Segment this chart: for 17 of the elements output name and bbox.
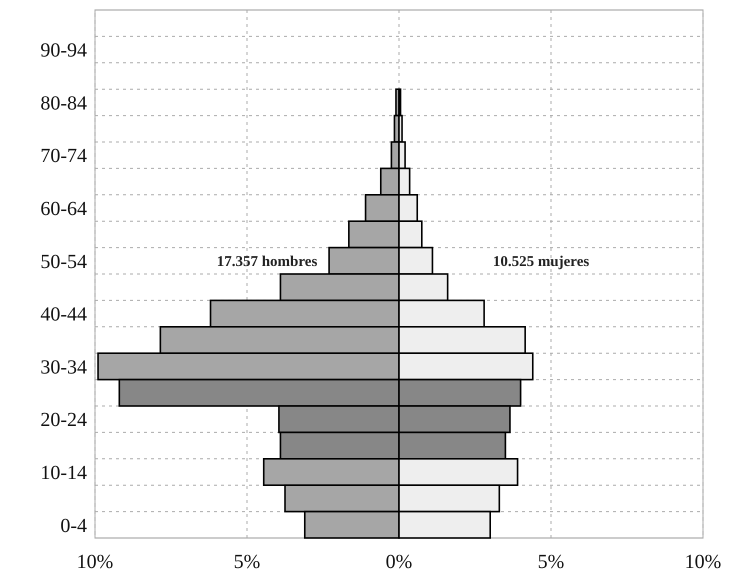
y-tick-label: 0-4 — [60, 514, 87, 537]
x-tick-label: 5% — [538, 551, 564, 573]
y-tick-label: 20-24 — [40, 409, 87, 432]
series-label: 17.357 hombres — [216, 254, 318, 270]
x-tick-label: 5% — [234, 551, 260, 573]
x-tick-label: 10% — [76, 551, 114, 573]
x-tick-label: 0% — [386, 551, 412, 573]
y-tick-label: 70-74 — [40, 145, 87, 168]
y-tick-label: 10-14 — [40, 462, 87, 484]
y-tick-label: 80-84 — [40, 92, 87, 114]
text: 10.525 mujeres — [492, 254, 590, 270]
x-tick-label: 10% — [684, 551, 722, 573]
y-tick-label: 50-54 — [40, 250, 87, 273]
y-tick-label: 90-94 — [40, 40, 87, 62]
y-tick-label: 60-64 — [40, 198, 87, 220]
y-tick-label: 40-44 — [40, 304, 87, 326]
y-tick-label: 30-34 — [40, 356, 87, 378]
